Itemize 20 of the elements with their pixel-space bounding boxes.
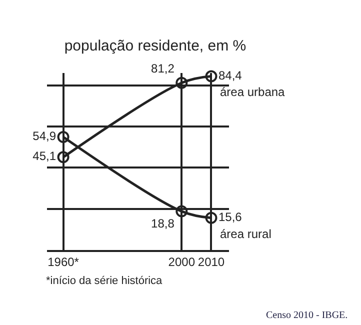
text: *início da série histórica [46, 275, 164, 287]
point [176, 205, 188, 218]
point [205, 70, 218, 82]
data-label: 18,8 [151, 216, 175, 231]
point [57, 131, 70, 144]
data-label: 84,4 [218, 68, 242, 82]
point [205, 212, 218, 224]
data-label: 45,1 [32, 149, 56, 164]
data-label: 54,9 [32, 129, 56, 144]
point [176, 76, 188, 89]
x-tick-label: 2000 [168, 255, 196, 270]
series-label: área rural [220, 227, 272, 241]
x-tick-label: 1960* [48, 255, 80, 270]
chart-title: população residente, em % [64, 37, 246, 54]
data-label: 15,6 [218, 210, 242, 224]
data-label: 81,2 [151, 62, 175, 76]
series-label: área urbana [220, 85, 286, 99]
x-tick-label: 2010 [198, 255, 225, 270]
text: Censo 2010 - IBGE. [266, 310, 348, 321]
point [57, 151, 70, 164]
